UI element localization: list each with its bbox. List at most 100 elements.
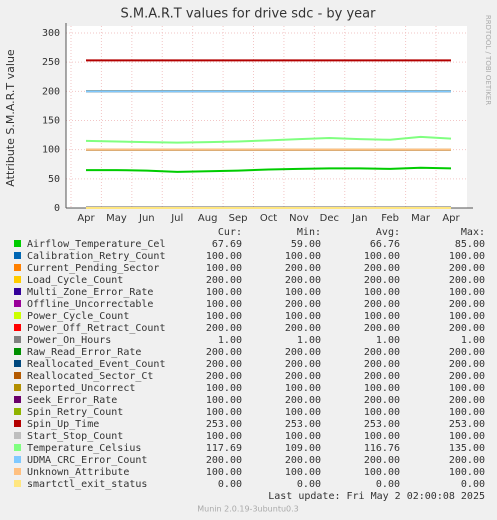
legend-stat: 200.00 — [206, 323, 242, 334]
x-tick-label: Mar — [411, 213, 431, 224]
legend-stat: 200.00 — [285, 275, 321, 286]
legend-stat: 100.00 — [285, 431, 321, 442]
x-tick-label: Oct — [260, 213, 277, 224]
legend-stat: 100.00 — [285, 251, 321, 262]
x-tick-label: Dec — [320, 213, 339, 224]
legend-swatch — [14, 300, 21, 307]
legend-stat: 100.00 — [364, 311, 400, 322]
legend-swatch — [14, 276, 21, 283]
legend-stat: 200.00 — [449, 371, 485, 382]
legend-name: Seek_Error_Rate — [27, 395, 117, 406]
legend-stat: 200.00 — [364, 455, 400, 466]
legend-name: Calibration_Retry_Count — [27, 251, 165, 262]
legend-header: Max: — [461, 227, 485, 238]
legend-stat: 1.00 — [297, 335, 321, 346]
legend-swatch — [14, 252, 21, 259]
x-tick-label: Sep — [229, 213, 248, 224]
legend-stat: 109.00 — [285, 443, 321, 454]
x-tick-label: Jan — [351, 213, 367, 224]
legend-stat: 0.00 — [461, 479, 485, 490]
legend-stat: 200.00 — [206, 275, 242, 286]
last-update: Last update: Fri May 2 02:00:08 2025 — [268, 491, 485, 502]
legend-stat: 200.00 — [364, 299, 400, 310]
legend-stat: 66.76 — [370, 239, 400, 250]
legend-name: Reported_Uncorrect — [27, 383, 135, 394]
y-axis-label: Attribute S.M.A.R.T value — [4, 49, 17, 187]
legend-stat: 200.00 — [364, 371, 400, 382]
legend-stat: 200.00 — [206, 359, 242, 370]
legend-stat: 100.00 — [285, 287, 321, 298]
legend-swatch — [14, 264, 21, 271]
legend-swatch — [14, 384, 21, 391]
legend-stat: 200.00 — [364, 263, 400, 274]
legend-stat: 200.00 — [449, 323, 485, 334]
legend-stat: 100.00 — [285, 407, 321, 418]
legend-swatch — [14, 312, 21, 319]
legend-stat: 100.00 — [449, 407, 485, 418]
y-tick-label: 100 — [42, 145, 60, 156]
legend-header: Cur: — [218, 227, 242, 238]
side-label: RRDTOOL / TOBI OETIKER — [484, 15, 492, 105]
legend-swatch — [14, 468, 21, 475]
legend-swatch — [14, 420, 21, 427]
legend-swatch — [14, 360, 21, 367]
legend-stat: 200.00 — [206, 371, 242, 382]
legend-stat: 100.00 — [364, 431, 400, 442]
x-tick-label: Jul — [170, 213, 183, 224]
legend-stat: 100.00 — [206, 287, 242, 298]
legend-swatch — [14, 324, 21, 331]
y-tick-label: 200 — [42, 86, 60, 97]
legend-stat: 200.00 — [449, 395, 485, 406]
legend-swatch — [14, 372, 21, 379]
legend-stat: 59.00 — [291, 239, 321, 250]
legend-name: Reallocated_Event_Count — [27, 359, 165, 370]
legend-name: Power_On_Hours — [27, 335, 111, 346]
legend-name: Power_Off_Retract_Count — [27, 323, 165, 334]
legend-stat: 100.00 — [206, 395, 242, 406]
legend-stat: 117.69 — [206, 443, 242, 454]
legend-stat: 1.00 — [461, 335, 485, 346]
legend-stat: 100.00 — [449, 251, 485, 262]
legend-header: Avg: — [376, 227, 400, 238]
footer: Munin 2.0.19-3ubuntu0.3 — [197, 505, 299, 514]
x-tick-label: Apr — [442, 213, 460, 224]
legend-stat: 200.00 — [285, 347, 321, 358]
legend-stat: 100.00 — [364, 407, 400, 418]
legend-name: Reallocated_Sector_Ct — [27, 371, 153, 382]
legend-stat: 200.00 — [206, 455, 242, 466]
legend-name: Spin_Retry_Count — [27, 407, 123, 418]
x-tick-label: Feb — [381, 213, 399, 224]
legend-name: Multi_Zone_Error_Rate — [27, 287, 153, 298]
legend-stat: 0.00 — [297, 479, 321, 490]
plot-area — [66, 26, 467, 208]
legend-stat: 200.00 — [449, 347, 485, 358]
legend-stat: 200.00 — [449, 263, 485, 274]
legend-stat: 100.00 — [206, 299, 242, 310]
x-tick-label: Apr — [77, 213, 95, 224]
legend-swatch — [14, 408, 21, 415]
legend-name: smartctl_exit_status — [27, 479, 147, 490]
legend-name: Current_Pending_Sector — [27, 263, 159, 274]
legend-stat: 100.00 — [206, 407, 242, 418]
legend-stat: 1.00 — [376, 335, 400, 346]
legend-swatch — [14, 240, 21, 247]
legend-stat: 100.00 — [449, 287, 485, 298]
legend-stat: 253.00 — [285, 419, 321, 430]
legend-stat: 200.00 — [364, 347, 400, 358]
legend-name: Offline_Uncorrectable — [27, 299, 153, 310]
legend-stat: 100.00 — [206, 383, 242, 394]
legend-name: Unknown_Attribute — [27, 467, 129, 478]
legend-stat: 200.00 — [285, 323, 321, 334]
legend-stat: 200.00 — [285, 455, 321, 466]
legend-stat: 100.00 — [206, 311, 242, 322]
series-line — [85, 135, 452, 144]
legend-stat: 100.00 — [449, 311, 485, 322]
legend-stat: 200.00 — [449, 359, 485, 370]
y-tick-label: 150 — [42, 116, 60, 127]
x-tick-label: May — [106, 213, 127, 224]
legend-stat: 0.00 — [376, 479, 400, 490]
legend-stat: 0.00 — [218, 479, 242, 490]
legend-stat: 200.00 — [285, 395, 321, 406]
legend-name: Temperature_Celsius — [27, 443, 141, 454]
